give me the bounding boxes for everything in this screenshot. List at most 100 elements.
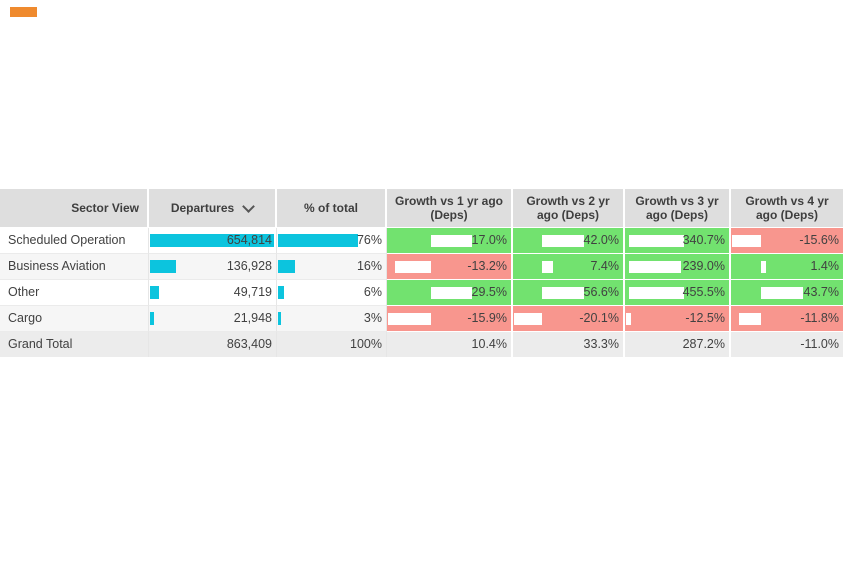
- sector-cell[interactable]: Scheduled Operation: [0, 228, 149, 254]
- sector-cell[interactable]: Other: [0, 280, 149, 306]
- growth-value: 340.7%: [682, 233, 725, 247]
- table-row: Scheduled Operation 654,814 76% 17.0% 42.0% 3…: [0, 228, 843, 254]
- growth-value: 239.0%: [682, 259, 725, 273]
- pct-bar: [278, 260, 295, 273]
- growth-value: -15.6%: [799, 233, 839, 247]
- growth-cell[interactable]: 455.5%: [625, 280, 731, 306]
- growth-cell[interactable]: -15.9%: [387, 306, 513, 332]
- column-header-growth-3yr[interactable]: Growth vs 3 yr ago (Deps): [625, 189, 731, 228]
- column-header-sector-view[interactable]: Sector View: [0, 189, 149, 228]
- growth-bar: [514, 313, 543, 325]
- departures-cell: 863,409: [149, 332, 277, 357]
- growth-value: -15.9%: [467, 311, 507, 325]
- pct-of-total-cell[interactable]: 16%: [277, 254, 387, 280]
- column-header-departures-label: Departures: [170, 201, 235, 215]
- pct-bar: [278, 312, 282, 325]
- growth-value: -11.8%: [800, 311, 839, 325]
- growth-bar: [542, 235, 584, 247]
- growth-cell: -11.0%: [731, 332, 843, 357]
- growth-value: 29.5%: [471, 285, 507, 299]
- table-header-row: Sector View Departures % of total Growth…: [0, 189, 843, 228]
- departures-value: 49,719: [233, 285, 272, 299]
- sort-chevron-down-icon[interactable]: [242, 199, 256, 213]
- growth-value: -13.2%: [467, 259, 507, 273]
- departures-cell[interactable]: 21,948: [149, 306, 277, 332]
- growth-bar: [628, 261, 681, 273]
- pct-of-total-cell[interactable]: 76%: [277, 228, 387, 254]
- growth-bar: [430, 235, 472, 247]
- growth-cell[interactable]: 239.0%: [625, 254, 731, 280]
- pct-of-total-cell[interactable]: 6%: [277, 280, 387, 306]
- pct-value: 16%: [356, 259, 382, 273]
- growth-bar: [628, 235, 684, 247]
- growth-value: 43.7%: [803, 285, 839, 299]
- growth-cell[interactable]: 340.7%: [625, 228, 731, 254]
- pct-value: 6%: [363, 285, 382, 299]
- growth-cell: 10.4%: [387, 332, 513, 357]
- growth-cell[interactable]: 7.4%: [513, 254, 625, 280]
- growth-bar: [388, 313, 431, 325]
- growth-value: -20.1%: [579, 311, 619, 325]
- growth-value: -11.0%: [800, 337, 839, 351]
- growth-cell[interactable]: -20.1%: [513, 306, 625, 332]
- growth-value: 455.5%: [682, 285, 725, 299]
- departures-bar: [150, 234, 274, 247]
- sector-cell[interactable]: Business Aviation: [0, 254, 149, 280]
- growth-bar: [760, 261, 766, 273]
- table-row: Other 49,719 6% 29.5% 56.6% 455.5% 43.7%: [0, 280, 843, 306]
- growth-value: 287.2%: [682, 337, 725, 351]
- departures-cell[interactable]: 49,719: [149, 280, 277, 306]
- column-header-pct-of-total[interactable]: % of total: [277, 189, 387, 228]
- growth-cell[interactable]: -12.5%: [625, 306, 731, 332]
- pct-bar: [278, 286, 285, 299]
- growth-cell[interactable]: -13.2%: [387, 254, 513, 280]
- growth-cell[interactable]: 17.0%: [387, 228, 513, 254]
- growth-value: 42.0%: [583, 233, 619, 247]
- growth-cell: 287.2%: [625, 332, 731, 357]
- departures-cell[interactable]: 136,928: [149, 254, 277, 280]
- column-header-growth-2yr[interactable]: Growth vs 2 yr ago (Deps): [513, 189, 625, 228]
- growth-cell[interactable]: 29.5%: [387, 280, 513, 306]
- growth-value: -12.5%: [685, 311, 725, 325]
- sector-cell[interactable]: Cargo: [0, 306, 149, 332]
- departures-value: 863,409: [226, 337, 272, 351]
- departures-bar: [150, 312, 155, 325]
- growth-cell[interactable]: 1.4%: [731, 254, 843, 280]
- column-header-growth-4yr[interactable]: Growth vs 4 yr ago (Deps): [731, 189, 843, 228]
- growth-cell[interactable]: 42.0%: [513, 228, 625, 254]
- growth-bar: [626, 313, 631, 325]
- growth-cell: 33.3%: [513, 332, 625, 357]
- departures-cell[interactable]: 654,814: [149, 228, 277, 254]
- table-row: Cargo 21,948 3% -15.9% -20.1% -12.5% -11.8%: [0, 306, 843, 332]
- pct-value: 3%: [363, 311, 382, 325]
- growth-value: 1.4%: [810, 259, 840, 273]
- growth-cell[interactable]: 56.6%: [513, 280, 625, 306]
- pct-value: 100%: [350, 337, 382, 351]
- table-row: Business Aviation 136,928 16% -13.2% 7.4% 239…: [0, 254, 843, 280]
- column-header-growth-1yr[interactable]: Growth vs 1 yr ago (Deps): [387, 189, 513, 228]
- table-body: Scheduled Operation 654,814 76% 17.0% 42.0% 3…: [0, 228, 843, 357]
- sector-growth-table: Sector View Departures % of total Growth…: [0, 189, 843, 357]
- departures-value: 136,928: [226, 259, 272, 273]
- pct-of-total-cell: 100%: [277, 332, 387, 357]
- growth-value: 17.0%: [471, 233, 507, 247]
- growth-bar: [542, 287, 584, 299]
- growth-bar: [430, 287, 472, 299]
- orange-marker: [10, 7, 37, 17]
- grand-total-row: Grand Total 863,409 100% 10.4% 33.3% 287.2% -1…: [0, 332, 843, 357]
- growth-bar: [760, 287, 803, 299]
- growth-value: 10.4%: [471, 337, 507, 351]
- pct-of-total-cell[interactable]: 3%: [277, 306, 387, 332]
- departures-bar: [150, 286, 160, 299]
- growth-value: 56.6%: [583, 285, 619, 299]
- pct-bar: [278, 234, 358, 247]
- growth-cell[interactable]: 43.7%: [731, 280, 843, 306]
- growth-cell[interactable]: -11.8%: [731, 306, 843, 332]
- growth-bar: [732, 235, 761, 247]
- departures-bar: [150, 260, 176, 273]
- departures-value: 21,948: [233, 311, 272, 325]
- growth-cell[interactable]: -15.6%: [731, 228, 843, 254]
- column-header-departures[interactable]: Departures: [149, 189, 277, 228]
- growth-bar: [395, 261, 431, 273]
